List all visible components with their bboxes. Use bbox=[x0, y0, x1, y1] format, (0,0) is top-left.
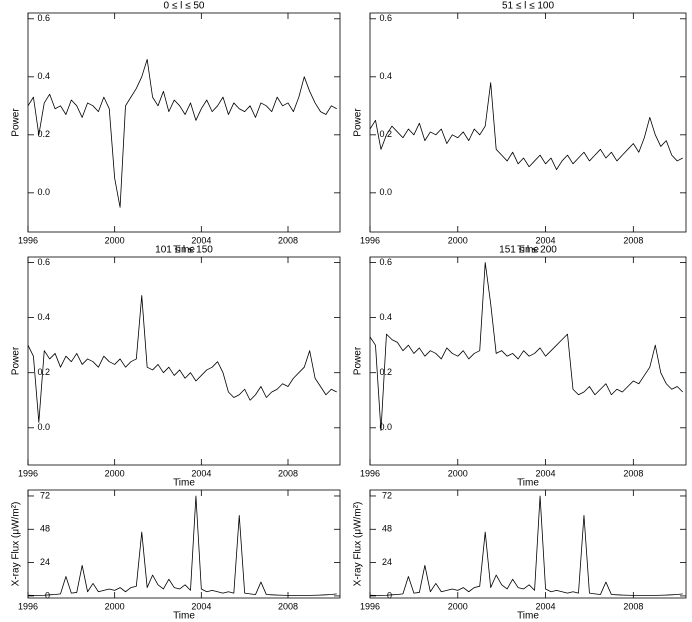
plot-frame bbox=[369, 256, 687, 466]
y-tick-label: 0.6 bbox=[379, 13, 392, 23]
x-tick-label: 2008 bbox=[278, 601, 298, 611]
y-tick-label: 0.0 bbox=[379, 187, 392, 197]
plot-frame bbox=[369, 489, 687, 599]
y-tick-label: 24 bbox=[40, 557, 50, 567]
x-tick-label: 2000 bbox=[448, 601, 468, 611]
y-axis-label: X-ray Flux (μW/m²) bbox=[11, 502, 22, 587]
x-tick-label: 1996 bbox=[360, 601, 380, 611]
x-axis-label: Time bbox=[517, 245, 539, 256]
x-axis-label: Time bbox=[517, 611, 539, 622]
y-tick-label: 0.0 bbox=[379, 422, 392, 432]
plot-frame bbox=[27, 12, 341, 233]
x-axis-label: Time bbox=[173, 245, 195, 256]
y-tick-label: 0.4 bbox=[37, 71, 50, 81]
y-tick-label: 0.4 bbox=[37, 312, 50, 322]
data-line bbox=[27, 295, 337, 423]
x-tick-label: 2004 bbox=[536, 235, 556, 245]
y-tick-label: 0.2 bbox=[37, 367, 50, 377]
plot-frame bbox=[27, 256, 341, 466]
x-tick-label: 1996 bbox=[360, 468, 380, 478]
y-axis-label: Power bbox=[353, 108, 364, 137]
panel-title: 51 ≤ l ≤ 100 bbox=[502, 1, 555, 12]
x-tick-label: 2004 bbox=[191, 235, 211, 245]
data-line bbox=[369, 262, 683, 431]
y-tick-label: 48 bbox=[40, 524, 50, 534]
x-tick-label: 2000 bbox=[448, 468, 468, 478]
y-tick-label: 0.0 bbox=[37, 187, 50, 197]
y-axis-label: Power bbox=[11, 108, 22, 137]
y-axis-label: Power bbox=[11, 346, 22, 375]
x-axis-label: Time bbox=[173, 611, 195, 622]
x-tick-label: 2008 bbox=[278, 468, 298, 478]
x-tick-label: 2004 bbox=[191, 468, 211, 478]
y-tick-label: 24 bbox=[382, 557, 392, 567]
data-line bbox=[27, 495, 337, 596]
y-tick-label: 48 bbox=[382, 524, 392, 534]
y-tick-label: 0.6 bbox=[379, 257, 392, 267]
y-tick-label: 0.4 bbox=[379, 312, 392, 322]
y-axis-label: X-ray Flux (μW/m²) bbox=[353, 502, 364, 587]
y-tick-label: 0.2 bbox=[37, 129, 50, 139]
x-tick-label: 2000 bbox=[105, 468, 125, 478]
plot-frame bbox=[369, 12, 687, 233]
y-tick-label: 0.4 bbox=[379, 71, 392, 81]
x-tick-label: 2004 bbox=[536, 601, 556, 611]
y-tick-label: 0.2 bbox=[379, 129, 392, 139]
x-tick-label: 1996 bbox=[360, 235, 380, 245]
y-axis-label: Power bbox=[353, 346, 364, 375]
x-tick-label: 2008 bbox=[623, 468, 643, 478]
panel-title: 101 ≤ l ≤ 150 bbox=[155, 245, 213, 256]
y-tick-label: 0.2 bbox=[379, 367, 392, 377]
x-axis-label: Time bbox=[173, 478, 195, 489]
x-tick-label: 1996 bbox=[18, 601, 38, 611]
x-tick-label: 2004 bbox=[536, 468, 556, 478]
y-tick-label: 0.0 bbox=[37, 422, 50, 432]
x-tick-label: 2008 bbox=[278, 235, 298, 245]
data-line bbox=[369, 495, 683, 596]
plot-frame bbox=[27, 489, 341, 599]
x-tick-label: 2008 bbox=[623, 601, 643, 611]
y-tick-label: 72 bbox=[382, 490, 392, 500]
x-tick-label: 1996 bbox=[18, 468, 38, 478]
x-tick-label: 2000 bbox=[105, 601, 125, 611]
y-tick-label: 72 bbox=[40, 490, 50, 500]
x-tick-label: 2008 bbox=[623, 235, 643, 245]
x-axis-label: Time bbox=[517, 478, 539, 489]
x-tick-label: 2004 bbox=[191, 601, 211, 611]
y-tick-label: 0.6 bbox=[37, 257, 50, 267]
x-tick-label: 2000 bbox=[105, 235, 125, 245]
data-line bbox=[369, 82, 683, 171]
x-tick-label: 1996 bbox=[18, 235, 38, 245]
y-tick-label: 0.6 bbox=[37, 13, 50, 23]
data-line bbox=[27, 59, 337, 208]
panel-title: 151 ≤ l ≤ 200 bbox=[499, 245, 557, 256]
panel-title: 0 ≤ l ≤ 50 bbox=[164, 1, 205, 12]
x-tick-label: 2000 bbox=[448, 235, 468, 245]
